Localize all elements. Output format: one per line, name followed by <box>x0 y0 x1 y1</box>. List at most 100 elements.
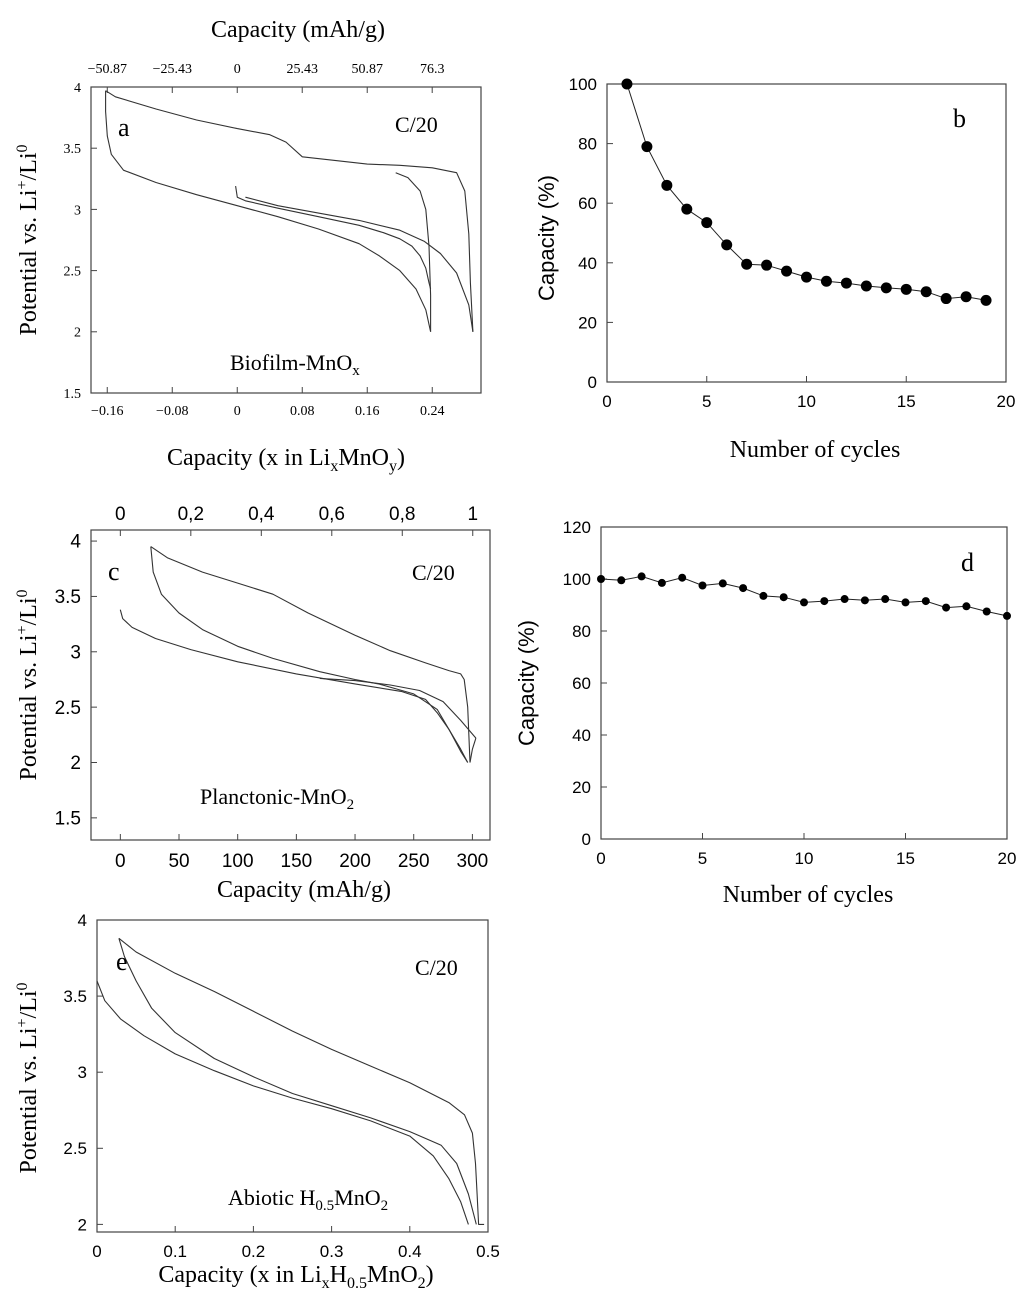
panel-c-y-ticks: 1.5 2 2.5 3 3.5 4 <box>55 532 97 830</box>
data-point <box>681 203 693 215</box>
y-tick-label: 60 <box>578 194 597 213</box>
panel-b-y-axis-title: Capacity (%) <box>534 175 559 301</box>
y-tick-label: 100 <box>569 75 597 94</box>
data-point <box>718 579 727 588</box>
panel-a-sample-label: Biofilm-MnOx <box>230 350 360 379</box>
data-point <box>820 275 832 287</box>
panel-b-plot-frame <box>606 83 1007 383</box>
panel-e-y-ticks: 2 2.5 3 3.5 4 <box>63 911 103 1234</box>
panel-d-x-axis-title: Number of cycles <box>723 882 894 908</box>
data-point <box>820 597 829 606</box>
panel-e-sample-mid: MnO <box>334 1185 380 1210</box>
series-line-5 <box>319 677 477 739</box>
data-point <box>982 607 991 616</box>
data-point <box>761 259 773 271</box>
panel-c-plot-frame <box>90 529 491 841</box>
top-tick-label: −25.43 <box>153 62 192 77</box>
x-tick-label: 20 <box>997 392 1016 411</box>
panel-e-x-ticks: 0 0.1 0.2 0.3 0.4 0.5 <box>92 1226 500 1261</box>
y-tick-label: 20 <box>572 778 591 797</box>
y-tick-label: 2 <box>78 1215 87 1234</box>
panel-a-ylabel-sup1: + <box>14 180 31 189</box>
panel-c-ylabel-mid: /Li <box>16 597 42 625</box>
data-point <box>1003 611 1011 620</box>
y-tick-label: 1.5 <box>64 387 82 402</box>
panel-c-sample-main: Planctonic-MnO <box>200 784 347 809</box>
series-line-4 <box>245 196 474 332</box>
series-line-4 <box>469 737 477 763</box>
panel-e-xlabel-sub3: 2 <box>418 1275 426 1292</box>
y-tick-label: 3.5 <box>55 587 81 608</box>
y-tick-label: 2 <box>70 753 81 774</box>
data-point <box>657 578 666 587</box>
x-tick-label: 10 <box>795 849 814 868</box>
x-tick-label: 5 <box>702 392 711 411</box>
y-tick-label: 120 <box>563 518 591 537</box>
panel-a-sample-main: Biofilm-MnO <box>230 350 352 375</box>
panel-e-sample-sub1: 0.5 <box>315 1198 334 1214</box>
x-tick-label: 0.08 <box>290 404 315 419</box>
x-tick-label: 150 <box>281 851 313 872</box>
y-tick-label: 3 <box>78 1063 87 1082</box>
panel-b-letter: b <box>953 104 966 133</box>
data-point <box>920 286 932 298</box>
top-tick-label: 1 <box>467 504 478 525</box>
x-tick-label: 0.4 <box>398 1242 422 1261</box>
x-tick-label: 200 <box>339 851 371 872</box>
y-tick-label: 100 <box>563 570 591 589</box>
y-tick-label: 4 <box>78 911 87 930</box>
panel-a-top-axis-title: Capacity (mAh/g) <box>211 17 385 43</box>
x-tick-label: 0 <box>596 849 605 868</box>
panel-c-sample-sub: 2 <box>347 797 355 813</box>
data-point <box>901 598 910 607</box>
x-tick-label: 250 <box>398 851 430 872</box>
panel-d-y-axis-title: Capacity (%) <box>514 620 539 746</box>
data-point <box>801 271 812 283</box>
x-tick-label: 0 <box>602 392 611 411</box>
data-point <box>900 283 912 295</box>
data-point <box>741 258 753 270</box>
panel-a-ylabel-pre: Potential vs. Li <box>16 189 42 335</box>
x-tick-label: 15 <box>896 849 915 868</box>
panel-a-bottom-ticks: −0.16 −0.08 0 0.08 0.16 0.24 <box>91 387 445 419</box>
x-tick-label: −0.16 <box>91 404 123 419</box>
x-tick-label: 0.3 <box>320 1242 344 1261</box>
panel-e-xlabel-post: ) <box>426 1262 434 1288</box>
top-tick-label: 0 <box>234 62 241 77</box>
y-tick-label: 1.5 <box>55 809 81 830</box>
panel-c-y-axis-title: Potential vs. Li+/Li0 <box>14 589 42 780</box>
panel-d-series <box>597 572 1011 620</box>
panel-b: 0 5 10 15 20 0 20 40 60 80 100 b Number of cycles… <box>534 75 1015 463</box>
series-line-1 <box>96 980 469 1225</box>
panel-c-ylabel-sup1: + <box>14 625 31 634</box>
y-tick-label: 3 <box>70 642 81 663</box>
panel-e-xlabel-mid2: MnO <box>367 1262 418 1288</box>
panel-d-plot-frame <box>600 526 1008 840</box>
panel-e-series <box>96 937 485 1225</box>
y-tick-label: 2.5 <box>55 698 81 719</box>
panel-a-y-ticks: 1.5 2 2.5 3 3.5 4 <box>64 81 97 402</box>
series-connector-line <box>626 83 987 301</box>
panel-a-y-axis-title: Potential vs. Li+/Li0 <box>14 144 42 335</box>
panel-e-sample-label: Abiotic H0.5MnO2 <box>228 1185 388 1214</box>
panel-e-xlabel-sub2: 0.5 <box>347 1275 367 1292</box>
x-tick-label: 300 <box>457 851 489 872</box>
panel-e-sample-sub2: 2 <box>381 1198 389 1214</box>
panel-b-x-axis-title: Number of cycles <box>730 437 901 463</box>
x-tick-label: 50 <box>168 851 189 872</box>
top-tick-label: −50.87 <box>88 62 127 77</box>
panel-b-x-ticks: 0 5 10 15 20 <box>602 376 1015 411</box>
data-point <box>980 294 992 306</box>
data-point <box>739 584 748 593</box>
y-tick-label: 4 <box>74 81 81 96</box>
series-line-1 <box>119 609 469 763</box>
data-point <box>597 575 605 583</box>
y-tick-label: 0 <box>588 373 597 392</box>
panel-a-x-axis-title: Capacity (x in LixMnOy) <box>167 445 405 475</box>
x-tick-label: 0 <box>92 1242 101 1261</box>
top-tick-label: 0,8 <box>389 504 415 525</box>
x-tick-label: 10 <box>797 392 816 411</box>
panel-e-xlabel-sub1: x <box>322 1275 330 1292</box>
y-tick-label: 2 <box>74 326 81 341</box>
top-tick-label: 50.87 <box>351 62 383 77</box>
